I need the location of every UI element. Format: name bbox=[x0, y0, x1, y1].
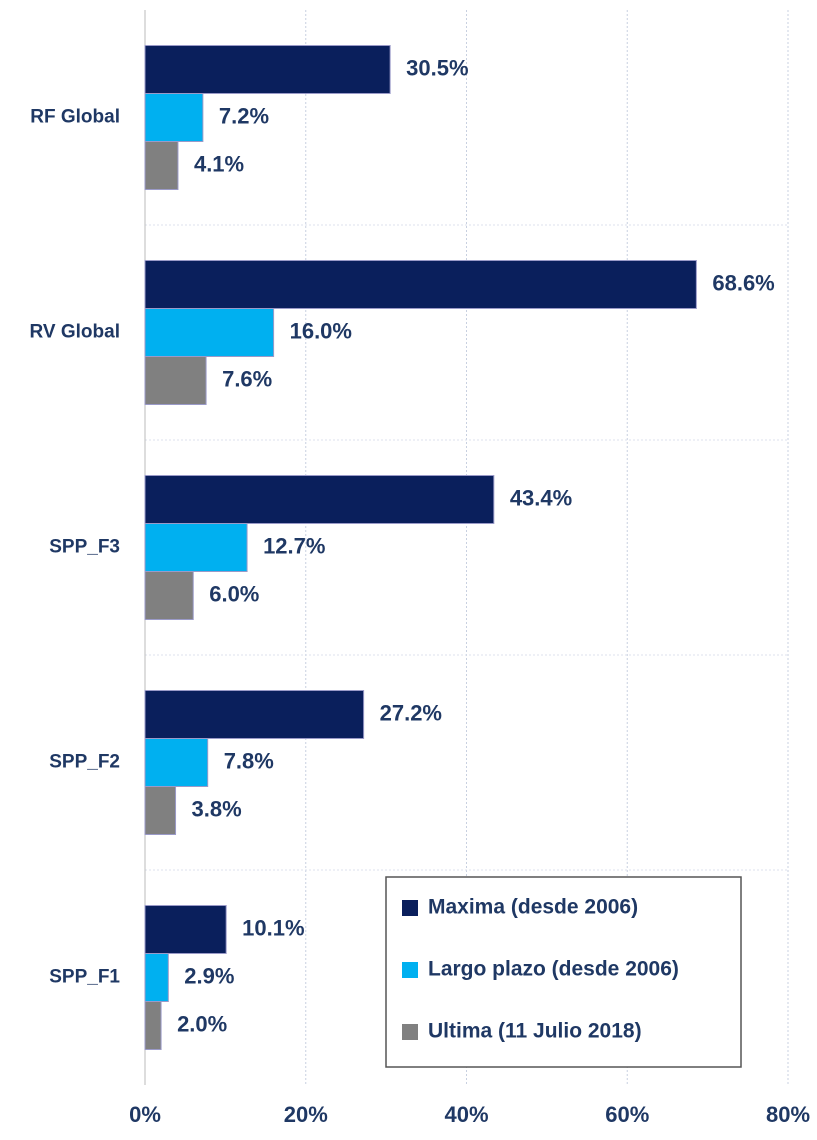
data-label: 2.0% bbox=[177, 1011, 227, 1036]
bar bbox=[144, 738, 209, 787]
legend-swatch bbox=[402, 900, 418, 916]
y-tick-label: RF Global bbox=[30, 107, 120, 128]
data-label: 16.0% bbox=[290, 318, 352, 343]
data-label: 7.2% bbox=[219, 103, 269, 128]
data-label: 12.7% bbox=[263, 533, 325, 558]
bar bbox=[144, 260, 697, 309]
y-tick-label: SPP_F1 bbox=[49, 967, 120, 988]
x-tick-label: 60% bbox=[605, 1102, 649, 1127]
bar bbox=[144, 571, 194, 620]
x-tick-label: 0% bbox=[129, 1102, 161, 1127]
x-tick-label: 80% bbox=[766, 1102, 810, 1127]
bar bbox=[144, 1001, 162, 1050]
bar bbox=[144, 523, 248, 572]
legend-swatch bbox=[402, 962, 418, 978]
bar bbox=[144, 475, 495, 524]
data-label: 43.4% bbox=[510, 485, 572, 510]
data-label: 6.0% bbox=[209, 581, 259, 606]
y-tick-label: SPP_F3 bbox=[49, 537, 120, 558]
data-label: 3.8% bbox=[192, 796, 242, 821]
data-label: 4.1% bbox=[194, 151, 244, 176]
data-label: 68.6% bbox=[712, 270, 774, 295]
data-label: 2.9% bbox=[184, 963, 234, 988]
bar bbox=[144, 308, 275, 357]
data-label: 7.8% bbox=[224, 748, 274, 773]
legend-box bbox=[385, 876, 742, 1068]
bar bbox=[144, 953, 169, 1002]
data-label: 27.2% bbox=[380, 700, 442, 725]
bar bbox=[144, 690, 365, 739]
y-tick-label: RV Global bbox=[30, 322, 120, 343]
x-tick-label: 40% bbox=[444, 1102, 488, 1127]
data-label: 7.6% bbox=[222, 366, 272, 391]
legend-label: Maxima (desde 2006) bbox=[428, 896, 638, 919]
bar bbox=[144, 786, 177, 835]
bar bbox=[144, 45, 391, 94]
legend-label: Ultima (11 Julio 2018) bbox=[428, 1020, 642, 1043]
legend-swatch bbox=[402, 1024, 418, 1040]
bar bbox=[144, 905, 227, 954]
bar bbox=[144, 141, 179, 190]
bar bbox=[144, 93, 204, 142]
legend-label: Largo plazo (desde 2006) bbox=[428, 958, 679, 981]
data-label: 10.1% bbox=[242, 915, 304, 940]
y-tick-label: SPP_F2 bbox=[49, 752, 120, 773]
bar bbox=[144, 356, 207, 405]
x-tick-label: 20% bbox=[284, 1102, 328, 1127]
data-label: 30.5% bbox=[406, 55, 468, 80]
